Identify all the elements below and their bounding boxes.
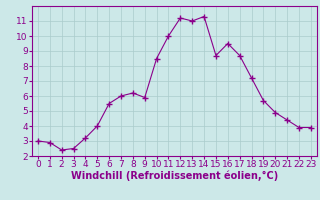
X-axis label: Windchill (Refroidissement éolien,°C): Windchill (Refroidissement éolien,°C) bbox=[71, 171, 278, 181]
